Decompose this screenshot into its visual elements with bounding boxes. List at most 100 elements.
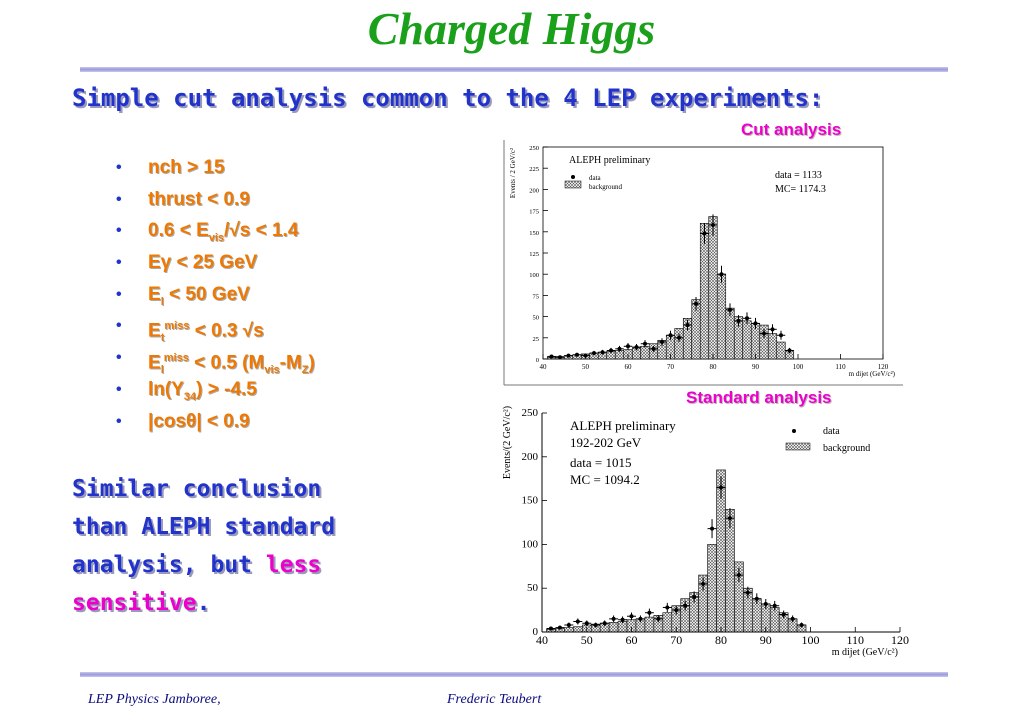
data-point	[671, 605, 681, 615]
cut-item-8: • ln(Y34) > -4.5	[116, 378, 257, 403]
standard-analysis-label: Standard analysis	[686, 388, 832, 407]
bullet-icon: •	[116, 317, 122, 335]
data-point	[691, 297, 701, 311]
standard-analysis-chart: 40 50 60 70 80 90 100 110 120 0 50 100 150 200 250 m di…	[502, 406, 909, 658]
data-point	[591, 622, 601, 628]
legend-background-label: background	[823, 443, 870, 454]
slide-title: Charged Higgs	[367, 3, 656, 54]
bullet-icon: •	[116, 349, 122, 367]
x-tick-label: 70	[670, 633, 682, 647]
y-tick-label: 100	[522, 538, 539, 550]
data-point	[555, 355, 565, 360]
background-bar	[640, 345, 650, 360]
data-point	[615, 345, 624, 352]
cut-item-1: • nch > 15	[116, 155, 315, 187]
data-point	[644, 608, 654, 617]
y-tick-label: 0	[536, 357, 539, 364]
data-point	[683, 319, 692, 331]
data-point	[666, 330, 675, 340]
y-tick-label: 125	[529, 251, 539, 258]
data-point	[547, 354, 556, 359]
chart-title: ALEPH preliminary	[570, 418, 676, 433]
background-bar	[614, 350, 625, 360]
y-tick-label: 150	[529, 230, 539, 237]
cut-item-9: • |cosθ| < 0.9	[116, 409, 315, 441]
x-tick-label: 40	[540, 363, 548, 371]
background-bar	[564, 627, 574, 633]
data-point	[700, 223, 709, 244]
x-tick-label: 100	[802, 633, 820, 647]
x-tick-label: 120	[891, 633, 909, 647]
conclusion-line-2: than ALEPH standard	[72, 514, 336, 540]
data-point	[742, 312, 752, 325]
data-point	[609, 615, 619, 623]
bullet-icon: •	[116, 190, 122, 208]
bullet-icon: •	[116, 380, 122, 398]
cut-list: • nch > 15 • thrust < 0.9 • 0.6 < Evis/√s < 1…	[116, 155, 315, 440]
data-point	[618, 616, 628, 624]
data-point	[785, 347, 794, 354]
data-point	[716, 476, 726, 499]
data-point	[797, 622, 807, 628]
bullet-icon: •	[116, 285, 122, 303]
bullet-icon: •	[116, 254, 122, 272]
y-tick-label: 200	[522, 451, 539, 463]
data-point	[752, 593, 762, 605]
data-point	[598, 349, 607, 355]
data-point	[725, 303, 735, 317]
title-divider	[80, 67, 948, 72]
x-tick-label: 100	[793, 363, 804, 371]
data-point	[572, 352, 582, 357]
bullet-icon: •	[116, 222, 122, 240]
x-tick-label: 70	[667, 363, 675, 371]
background-bar	[573, 626, 583, 633]
background-bar	[608, 622, 619, 633]
data-point	[734, 567, 744, 583]
data-point	[751, 317, 760, 329]
chart-info-text: data = 1133	[775, 170, 822, 181]
data-point	[725, 508, 735, 529]
data-point	[589, 350, 599, 356]
data-point	[770, 600, 780, 611]
background-bar	[662, 612, 673, 633]
data-point	[627, 612, 636, 620]
highlight-less: less	[265, 552, 322, 578]
bullet-icon: •	[116, 159, 122, 176]
data-point	[653, 615, 663, 623]
legend-data: data	[571, 174, 602, 182]
background-bar	[742, 320, 752, 360]
y-tick-label: 225	[529, 166, 539, 173]
background-bar	[674, 328, 684, 360]
slide-subtitle: Simple cut analysis common to the 4 LEP …	[72, 84, 824, 112]
data-point	[632, 343, 641, 351]
y-tick-label: 200	[529, 187, 539, 194]
y-tick-label: 150	[522, 495, 539, 507]
data-point	[657, 338, 667, 346]
data-point	[623, 342, 633, 350]
x-tick-label: 40	[536, 633, 548, 647]
x-axis-label: m dijet (GeV/c²)	[849, 370, 896, 378]
background-bar	[767, 333, 778, 360]
chart-info-text: MC= 1174.3	[775, 184, 826, 195]
cut-analysis-chart: 40 50 60 70 80 90 100 110 120 0 25 50 75 100 125 150 175…	[503, 140, 903, 386]
cut-item-6: • Etmiss < 0.3 √s	[116, 313, 315, 345]
cut-item-4: • Eγ < 25 GeV	[116, 250, 315, 282]
legend-data: data	[792, 426, 840, 437]
data-point	[640, 340, 650, 348]
data-point	[768, 324, 777, 335]
x-tick-label: 90	[752, 363, 760, 371]
legend-background: background	[785, 442, 870, 454]
chart-title: ALEPH preliminary	[569, 155, 650, 166]
data-point	[573, 618, 583, 625]
x-tick-label: 90	[760, 633, 772, 647]
y-tick-label: 25	[533, 336, 540, 343]
data-point	[582, 620, 592, 627]
legend-data-label: data	[823, 426, 840, 437]
cut-item-5: • El < 50 GeV	[116, 283, 250, 308]
background-bar	[716, 273, 727, 360]
legend-background: background	[564, 180, 623, 191]
data-point	[779, 610, 789, 619]
data-point	[743, 586, 753, 599]
data-point	[546, 626, 556, 631]
cut-item-2: • thrust < 0.9	[116, 187, 315, 219]
